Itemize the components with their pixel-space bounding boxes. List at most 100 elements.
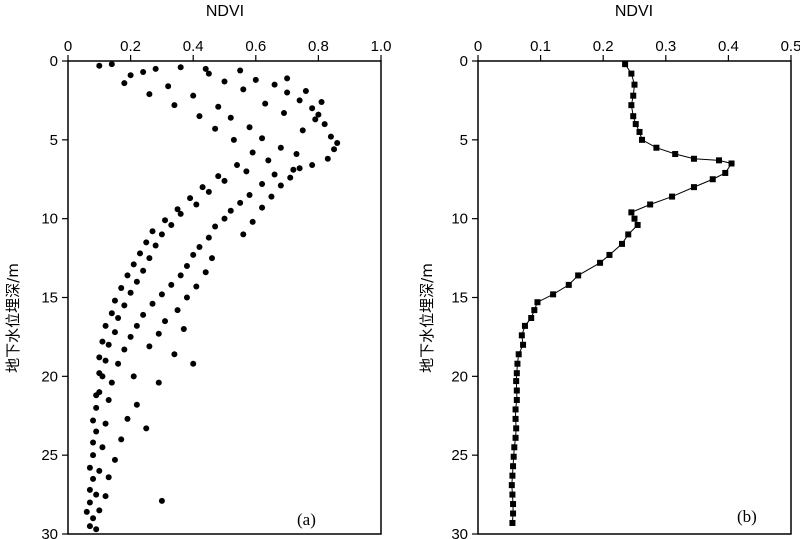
series-marker xyxy=(513,387,520,394)
scatter-point xyxy=(215,103,222,110)
y-tick-label: 30 xyxy=(451,526,468,539)
series-marker xyxy=(509,472,516,479)
scatter-point xyxy=(146,255,153,262)
series-marker xyxy=(630,92,637,99)
scatter-point xyxy=(158,291,165,298)
scatter-point xyxy=(105,341,112,348)
scatter-point xyxy=(99,338,106,345)
series-marker xyxy=(618,240,625,247)
scatter-point xyxy=(133,322,140,329)
scatter-point xyxy=(227,114,234,121)
scatter-point xyxy=(111,329,118,336)
scatter-point xyxy=(108,61,115,68)
scatter-point xyxy=(196,244,203,251)
scatter-point xyxy=(277,182,284,189)
series-marker xyxy=(509,519,516,526)
x-tick-label: 0.2 xyxy=(120,38,141,55)
scatter-point xyxy=(246,192,253,199)
series-marker xyxy=(575,272,582,279)
scatter-point xyxy=(108,379,115,386)
scatter-point xyxy=(271,81,278,88)
scatter-point xyxy=(315,111,322,118)
scatter-point xyxy=(299,127,306,134)
panel-b-label: (b) xyxy=(737,507,757,526)
scatter-point xyxy=(312,116,319,123)
scatter-point xyxy=(140,69,147,76)
y-tick-label: 20 xyxy=(451,368,468,385)
y-tick-label: 5 xyxy=(50,132,58,149)
series-marker xyxy=(510,510,517,517)
y-tick-label: 10 xyxy=(41,211,58,228)
scatter-point xyxy=(93,404,100,411)
series-marker xyxy=(632,121,639,128)
series-marker xyxy=(510,453,517,460)
scatter-point xyxy=(83,508,90,515)
series-marker xyxy=(606,251,613,258)
y-tick-label: 15 xyxy=(41,290,58,307)
scatter-point xyxy=(202,269,209,276)
scatter-point xyxy=(90,515,97,522)
scatter-point xyxy=(149,228,156,235)
scatter-point xyxy=(262,100,269,107)
scatter-point xyxy=(331,146,338,153)
scatter-point xyxy=(102,420,109,427)
scatter-point xyxy=(268,193,275,200)
y-tick-label: 25 xyxy=(41,447,58,464)
scatter-point xyxy=(196,113,203,120)
scatter-point xyxy=(280,110,287,117)
scatter-point xyxy=(284,75,291,82)
scatter-point xyxy=(202,65,209,72)
series-marker xyxy=(722,169,729,176)
series-marker xyxy=(513,396,520,403)
scatter-point xyxy=(321,121,328,128)
scatter-point xyxy=(146,343,153,350)
scatter-point xyxy=(252,76,259,83)
panel-b-series-line xyxy=(511,63,733,523)
x-tick-label: 0.2 xyxy=(593,38,614,55)
scatter-point xyxy=(90,475,97,482)
scatter-point xyxy=(93,526,100,533)
scatter-point xyxy=(130,261,137,268)
scatter-point xyxy=(90,439,97,446)
scatter-point xyxy=(168,281,175,288)
scatter-point xyxy=(96,354,103,361)
scatter-point xyxy=(234,162,241,169)
scatter-point xyxy=(177,272,184,279)
scatter-point xyxy=(158,497,165,504)
series-marker xyxy=(630,113,637,120)
series-marker xyxy=(628,70,635,77)
panel-a-plot-frame xyxy=(67,60,382,535)
x-tick-label: 0.8 xyxy=(308,38,329,55)
scatter-point xyxy=(246,124,253,131)
scatter-point xyxy=(237,199,244,206)
series-marker xyxy=(528,314,535,321)
y-tick-label: 0 xyxy=(460,53,468,70)
scatter-point xyxy=(130,373,137,380)
scatter-point xyxy=(284,89,291,96)
series-marker xyxy=(716,157,723,164)
x-tick-label: 0 xyxy=(474,38,482,55)
scatter-point xyxy=(93,392,100,399)
scatter-point xyxy=(108,310,115,317)
scatter-point xyxy=(90,452,97,459)
panel-b-plot-frame xyxy=(477,60,792,535)
scatter-point xyxy=(118,285,125,292)
scatter-point xyxy=(121,346,128,353)
series-marker xyxy=(515,351,522,358)
scatter-point xyxy=(162,217,169,224)
scatter-point xyxy=(249,218,256,225)
scatter-point xyxy=(227,207,234,214)
series-marker xyxy=(521,322,528,329)
scatter-point xyxy=(93,428,100,435)
x-tick-label: 0.4 xyxy=(183,38,204,55)
scatter-point xyxy=(121,302,128,309)
scatter-point xyxy=(124,272,131,279)
panel-a-label: (a) xyxy=(297,510,316,529)
panel-b-y-ticks: 0 5 10 15 20 25 30 xyxy=(451,53,478,539)
scatter-point xyxy=(102,322,109,329)
series-marker xyxy=(531,307,538,314)
scatter-point xyxy=(146,91,153,98)
series-marker xyxy=(508,482,515,489)
series-marker xyxy=(509,491,516,498)
